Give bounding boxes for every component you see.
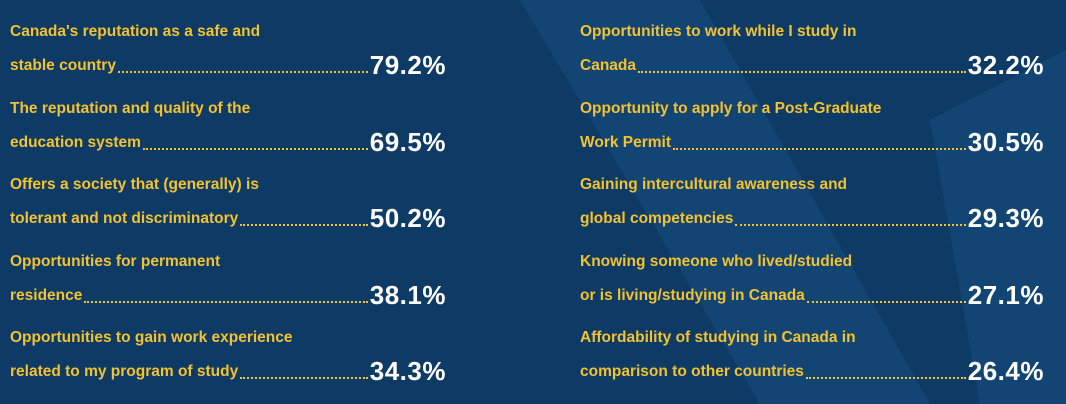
dot-leader: [240, 377, 368, 379]
dot-leader: [240, 224, 368, 226]
reason-item: Opportunities for permanent residence 38.…: [10, 250, 446, 327]
dot-leader: [638, 71, 966, 73]
reason-label-line2: education system: [10, 133, 141, 151]
reason-label-line2: or is living/studying in Canada: [580, 286, 805, 304]
reason-percentage: 69.5%: [369, 126, 446, 157]
reason-label-line1: Opportunities to work while I study in: [580, 23, 857, 40]
reasons-column-right: Opportunities to work while I study in C…: [580, 20, 1044, 403]
reason-item: Opportunity to apply for a Post-Graduate…: [580, 97, 1044, 174]
reason-item: Canada's reputation as a safe and stable…: [10, 20, 446, 97]
reason-percentage: 38.1%: [369, 279, 446, 310]
reason-item: Opportunities to gain work experience re…: [10, 326, 446, 403]
reason-percentage: 26.4%: [967, 356, 1044, 386]
reason-label-line1: Knowing someone who lived/studied: [580, 252, 853, 270]
reasons-column-left: Canada's reputation as a safe and stable…: [10, 20, 446, 403]
reason-label-line2: stable country: [10, 57, 116, 74]
reason-percentage: 34.3%: [369, 356, 446, 386]
dot-leader: [735, 224, 966, 226]
reason-item: Opportunities to work while I study in C…: [580, 20, 1044, 97]
reason-item: Gaining intercultural awareness and glob…: [580, 173, 1044, 250]
reason-label-line1: Canada's reputation as a safe and: [10, 23, 261, 40]
reason-item: Affordability of studying in Canada in c…: [580, 326, 1044, 403]
dot-leader: [142, 147, 368, 150]
dot-leader: [805, 377, 966, 379]
reason-item: Knowing someone who lived/studied or is …: [580, 250, 1044, 327]
reason-label-line2: residence: [10, 286, 83, 304]
reason-label-line2: Canada: [580, 57, 636, 74]
reason-label-line1: Opportunities for permanent: [10, 252, 221, 270]
reason-percentage: 32.2%: [967, 50, 1044, 80]
reason-label-line2: global competencies: [580, 210, 734, 227]
reason-percentage: 50.2%: [369, 203, 446, 233]
reason-item: The reputation and quality of the educat…: [10, 97, 446, 174]
dot-leader: [673, 147, 966, 150]
reason-label-line1: Offers a society that (generally) is: [10, 176, 259, 193]
dot-leader: [806, 300, 966, 303]
reason-item: Offers a society that (generally) is tol…: [10, 173, 446, 250]
reason-label-line2: tolerant and not discriminatory: [10, 210, 239, 227]
reason-label-line1: Affordability of studying in Canada in: [580, 329, 856, 346]
reason-percentage: 27.1%: [967, 279, 1044, 310]
reason-label-line1: The reputation and quality of the: [10, 99, 251, 117]
reason-label-line1: Opportunity to apply for a Post-Graduate: [580, 99, 882, 117]
reason-label-line1: Gaining intercultural awareness and: [580, 176, 848, 193]
reason-percentage: 29.3%: [967, 203, 1044, 233]
reason-label-line2: Work Permit: [580, 133, 672, 151]
reason-percentage: 30.5%: [967, 126, 1044, 157]
dot-leader: [84, 300, 368, 303]
dot-leader: [117, 71, 368, 73]
reason-label-line1: Opportunities to gain work experience: [10, 329, 293, 346]
reason-percentage: 79.2%: [369, 50, 446, 80]
reason-label-line2: related to my program of study: [10, 363, 239, 380]
reason-label-line2: comparison to other countries: [580, 363, 804, 380]
